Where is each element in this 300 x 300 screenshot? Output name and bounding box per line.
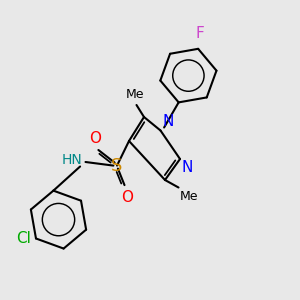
Text: HN: HN <box>62 153 82 166</box>
Text: F: F <box>195 26 204 41</box>
Text: N: N <box>182 160 193 175</box>
Text: Me: Me <box>126 88 144 100</box>
Text: N: N <box>162 114 173 129</box>
Text: O: O <box>122 190 134 205</box>
Text: Cl: Cl <box>16 231 32 246</box>
Text: O: O <box>89 131 101 146</box>
Text: S: S <box>111 157 123 175</box>
Text: Me: Me <box>180 190 199 203</box>
